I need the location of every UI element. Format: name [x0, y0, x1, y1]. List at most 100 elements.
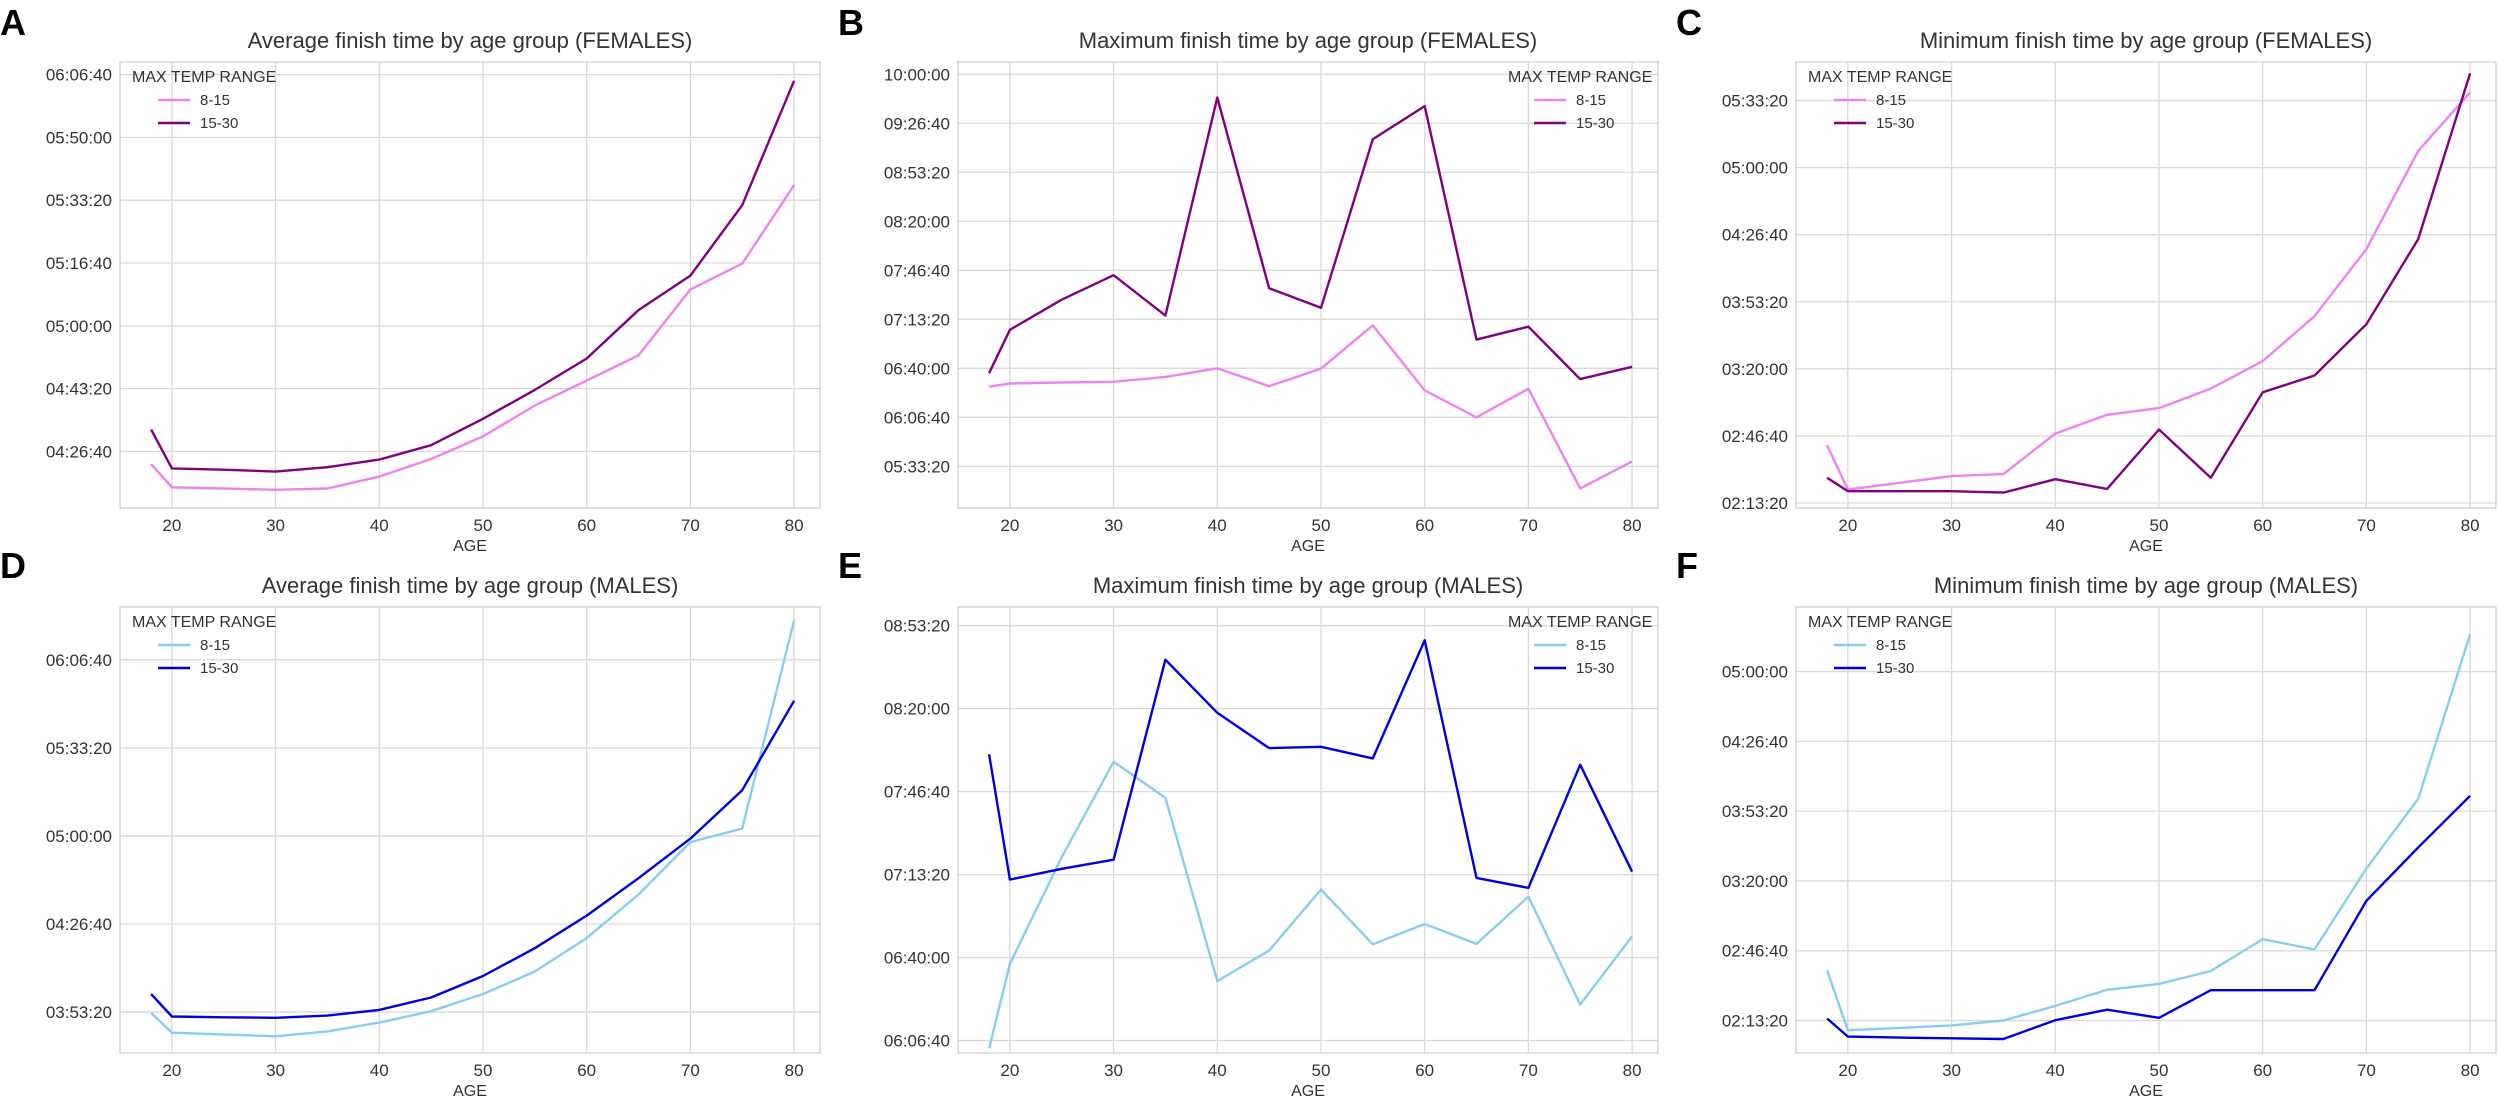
legend: MAX TEMP RANGE 8-15 15-30 — [132, 69, 276, 132]
y-tick-label: 04:43:20 — [46, 380, 112, 399]
x-tick-label: 20 — [1000, 516, 1019, 535]
x-axis-label: AGE — [1291, 1083, 1325, 1100]
chart-panel-f: F Minimum finish time by age group (MALES… — [1676, 545, 2497, 1100]
legend-entry: 8-15 — [200, 92, 230, 109]
x-axis-label: AGE — [2129, 1083, 2163, 1100]
series-line-15-30 — [988, 96, 1633, 381]
y-tick-label: 05:33:20 — [1722, 92, 1788, 111]
legend-entry: 15-30 — [1576, 115, 1614, 132]
y-tick-label: 06:06:40 — [884, 1032, 950, 1051]
y-tick-label: 08:20:00 — [884, 700, 950, 719]
y-tick-label: 02:13:20 — [1722, 1012, 1788, 1031]
x-tick-label: 40 — [370, 516, 389, 535]
chart-panel-d: D Average finish time by age group (MALES… — [0, 545, 821, 1100]
y-tick-label: 07:46:40 — [884, 783, 950, 802]
chart-title: Minimum finish time by age group (MALES) — [1934, 573, 2358, 598]
x-tick-label: 70 — [681, 1061, 700, 1080]
series-line-8-15 — [987, 760, 1634, 1049]
x-tick-label: 80 — [2461, 516, 2480, 535]
panel-letter: D — [0, 545, 26, 586]
x-tick-label: 50 — [1312, 516, 1331, 535]
x-tick-label: 20 — [1000, 1061, 1019, 1080]
chart-title: Minimum finish time by age group (FEMALE… — [1920, 28, 2372, 53]
series-line-15-30 — [1826, 73, 2472, 494]
plot-frame — [119, 61, 821, 509]
y-tick-label: 05:00:00 — [46, 827, 112, 846]
x-tick-label: 70 — [1519, 516, 1538, 535]
x-tick-label: 20 — [1838, 516, 1857, 535]
legend-title: MAX TEMP RANGE — [1808, 614, 1952, 631]
x-tick-label: 50 — [2150, 1061, 2169, 1080]
chart-panel-e: E Maximum finish time by age group (MALES… — [838, 545, 1659, 1100]
y-tick-label: 05:33:20 — [46, 191, 112, 210]
legend-entry: 15-30 — [1876, 115, 1914, 132]
y-tick-label: 07:13:20 — [884, 310, 950, 329]
panel-letter: E — [838, 545, 862, 586]
series-line-8-15 — [1826, 91, 2471, 491]
y-tick-label: 08:20:00 — [884, 212, 950, 231]
x-tick-label: 30 — [1942, 1061, 1961, 1080]
legend-title: MAX TEMP RANGE — [1808, 69, 1952, 86]
panel-letter: C — [1676, 2, 1702, 43]
y-tick-label: 04:26:40 — [46, 442, 112, 461]
legend-entry: 8-15 — [1876, 92, 1906, 109]
y-tick-label: 06:06:40 — [46, 66, 112, 85]
x-tick-label: 30 — [266, 516, 285, 535]
plot-area — [120, 62, 820, 508]
x-tick-label: 40 — [2046, 1061, 2065, 1080]
legend-entry: 15-30 — [1576, 660, 1614, 677]
legend: MAX TEMP RANGE 8-15 15-30 — [1808, 69, 1952, 132]
y-tick-label: 05:00:00 — [1722, 159, 1788, 178]
plot-area — [1796, 62, 2496, 508]
x-tick-label: 30 — [1942, 516, 1961, 535]
y-tick-label: 10:00:00 — [884, 65, 950, 84]
series-line-15-30 — [150, 700, 796, 1019]
y-tick-label: 05:50:00 — [46, 128, 112, 147]
series-line-8-15 — [1825, 633, 2472, 1032]
x-tick-label: 40 — [1208, 1061, 1227, 1080]
y-tick-label: 02:46:40 — [1722, 942, 1788, 961]
legend: MAX TEMP RANGE 8-15 15-30 — [132, 614, 276, 677]
series-line-15-30 — [1826, 794, 2471, 1041]
y-tick-label: 02:46:40 — [1722, 427, 1788, 446]
y-tick-label: 06:40:00 — [884, 359, 950, 378]
y-tick-label: 05:33:20 — [884, 457, 950, 476]
y-tick-label: 05:00:00 — [1722, 663, 1788, 682]
y-tick-label: 04:26:40 — [1722, 226, 1788, 245]
x-axis-label: AGE — [453, 1083, 487, 1100]
x-tick-label: 70 — [681, 516, 700, 535]
x-axis-label: AGE — [1291, 538, 1325, 555]
chart-title: Average finish time by age group (MALES) — [262, 573, 679, 598]
legend: MAX TEMP RANGE 8-15 15-30 — [1808, 614, 1952, 677]
x-tick-label: 50 — [2150, 516, 2169, 535]
plot-frame — [957, 606, 1659, 1054]
chart-title: Maximum finish time by age group (MALES) — [1093, 573, 1523, 598]
series-line-8-15 — [150, 184, 796, 491]
legend-title: MAX TEMP RANGE — [132, 69, 276, 86]
x-tick-label: 70 — [2357, 1061, 2376, 1080]
panel-letter: B — [838, 2, 864, 43]
panel-letter: F — [1676, 545, 1698, 586]
plot-area — [1796, 607, 2496, 1053]
legend-entry: 15-30 — [1876, 660, 1914, 677]
x-tick-label: 80 — [1623, 516, 1642, 535]
y-tick-label: 04:26:40 — [46, 915, 112, 934]
plot-frame — [119, 606, 821, 1054]
plot-area — [120, 607, 820, 1053]
y-tick-label: 09:26:40 — [884, 114, 950, 133]
series-line-15-30 — [987, 639, 1634, 890]
x-tick-label: 30 — [1104, 516, 1123, 535]
x-tick-label: 80 — [785, 1061, 804, 1080]
chart-title: Average finish time by age group (FEMALE… — [248, 28, 693, 53]
x-tick-label: 20 — [162, 1061, 181, 1080]
x-tick-label: 50 — [1312, 1061, 1331, 1080]
y-tick-label: 03:53:20 — [1722, 802, 1788, 821]
series-line-8-15 — [988, 324, 1633, 490]
x-tick-label: 40 — [1208, 516, 1227, 535]
x-tick-label: 50 — [474, 516, 493, 535]
x-tick-label: 60 — [2253, 516, 2272, 535]
y-tick-label: 03:20:00 — [1722, 872, 1788, 891]
x-axis-label: AGE — [453, 538, 487, 555]
plot-area — [958, 607, 1658, 1053]
series-line-15-30 — [150, 80, 796, 473]
